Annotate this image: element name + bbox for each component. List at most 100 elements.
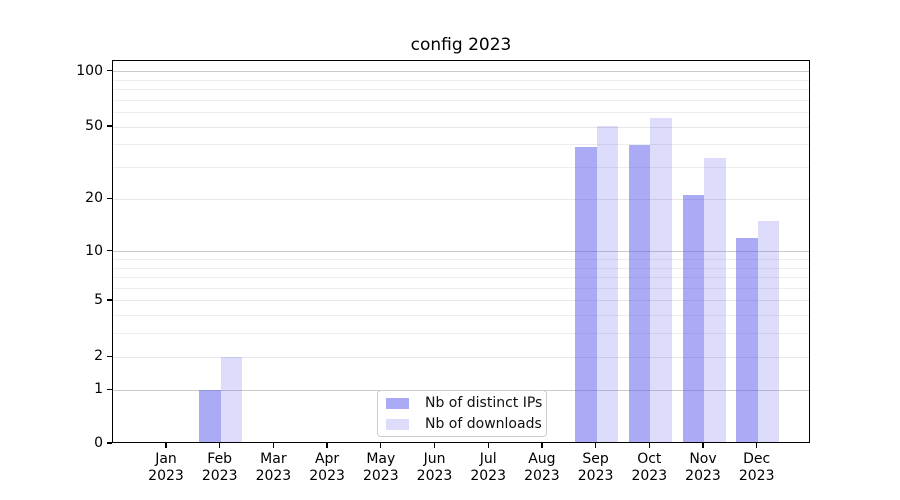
minor-gridline-80 [113, 89, 809, 91]
x-tick-year: 2023 [524, 468, 560, 484]
bar-downloads-feb [220, 357, 243, 442]
bar-distinct-ips-oct [628, 144, 651, 442]
minor-gridline-70 [113, 99, 809, 101]
y-tick-mark-50 [107, 125, 112, 127]
x-tick-month: Feb [207, 451, 233, 467]
x-tick-month: Mar [260, 451, 287, 467]
x-tick-year: 2023 [685, 468, 721, 484]
plot-area [112, 60, 810, 443]
legend-label-distinct-ips: Nb of distinct IPs [425, 395, 543, 411]
minor-gridline-2 [113, 356, 809, 358]
x-tick-mark-nov [702, 443, 704, 448]
x-tick-mark-oct [648, 443, 650, 448]
x-tick-month: May [366, 451, 396, 467]
legend-swatch-distinct-ips [386, 397, 409, 409]
x-tick-year: 2023 [738, 468, 775, 484]
minor-gridline-5 [113, 300, 809, 302]
x-tick-year: 2023 [201, 468, 238, 484]
minor-gridline-7 [113, 277, 809, 279]
x-tick-month: Nov [689, 451, 717, 467]
x-tick-year: 2023 [577, 468, 614, 484]
x-tick-month: Jul [479, 451, 497, 467]
legend-item-distinct-ips: Nb of distinct IPs [386, 395, 542, 411]
x-tick-month: Apr [314, 451, 340, 467]
minor-gridline-60 [113, 112, 809, 114]
bar-distinct-ips-nov [682, 195, 704, 442]
x-tick-month: Aug [528, 451, 556, 467]
y-tick-label-10: 10 [85, 242, 103, 259]
y-tick-mark-100 [107, 69, 112, 72]
bar-downloads-sep [596, 125, 619, 442]
x-tick-month: Jan [155, 451, 177, 467]
x-tick-year: 2023 [631, 468, 668, 484]
x-tick-mark-dec [756, 443, 758, 448]
x-tick-label-nov: Nov 2023 [675, 451, 731, 485]
minor-gridline-4 [113, 315, 809, 317]
x-tick-mark-sep [594, 443, 597, 448]
x-tick-year: 2023 [416, 468, 453, 484]
x-tick-mark-apr [326, 443, 328, 448]
x-tick-mark-jul [487, 443, 489, 448]
minor-gridline-3 [113, 333, 809, 335]
x-tick-month: Oct [637, 451, 662, 467]
x-tick-label-jun: Jun 2023 [407, 451, 463, 485]
bar-downloads-oct [650, 118, 672, 442]
bar-distinct-ips-dec [736, 238, 758, 442]
x-tick-label-jul: Jul 2023 [460, 451, 516, 485]
x-tick-label-mar: Mar 2023 [245, 451, 301, 485]
minor-gridline-20 [113, 198, 809, 200]
legend: Nb of distinct IPs Nb of downloads [377, 390, 547, 437]
x-tick-mark-aug [541, 443, 543, 448]
minor-gridline-6 [113, 287, 809, 289]
minor-gridline-30 [113, 167, 809, 169]
y-tick-label-2: 2 [94, 348, 103, 365]
bar-distinct-ips-feb [199, 390, 221, 442]
y-tick-label-5: 5 [94, 291, 103, 308]
minor-gridline-8 [113, 267, 809, 269]
y-tick-label-20: 20 [85, 190, 103, 207]
x-tick-month: Sep [582, 451, 609, 467]
major-gridline-100 [113, 71, 809, 73]
y-tick-label-50: 50 [85, 118, 103, 135]
bar-distinct-ips-sep [575, 146, 597, 442]
x-tick-year: 2023 [362, 468, 399, 484]
minor-gridline-40 [113, 144, 809, 146]
x-tick-label-dec: Dec 2023 [729, 451, 785, 485]
x-tick-year: 2023 [148, 468, 184, 484]
y-tick-mark-2 [107, 355, 112, 357]
y-tick-mark-20 [107, 197, 112, 199]
x-tick-month: Jun [423, 451, 446, 467]
y-tick-mark-1 [107, 388, 112, 390]
y-tick-mark-5 [107, 299, 112, 301]
y-tick-label-1: 1 [94, 381, 103, 398]
x-tick-label-apr: Apr 2023 [299, 451, 355, 485]
legend-swatch-downloads [386, 418, 409, 430]
x-tick-mark-mar [272, 443, 275, 448]
major-gridline-10 [113, 251, 809, 253]
y-tick-mark-0 [107, 442, 112, 444]
minor-gridline-50 [113, 126, 809, 128]
x-tick-label-jan: Jan 2023 [138, 451, 194, 485]
x-tick-mark-jan [165, 443, 167, 448]
minor-gridline-9 [113, 259, 809, 260]
x-tick-year: 2023 [309, 468, 345, 484]
minor-gridline-90 [113, 79, 809, 81]
x-tick-label-oct: Oct 2023 [621, 451, 677, 485]
x-tick-mark-may [380, 443, 382, 448]
x-tick-label-may: May 2023 [353, 451, 409, 485]
x-tick-label-feb: Feb 2023 [192, 451, 248, 485]
legend-item-downloads: Nb of downloads [386, 416, 542, 432]
legend-label-downloads: Nb of downloads [425, 416, 542, 432]
chart-title: config 2023 [410, 35, 512, 55]
x-tick-mark-feb [219, 443, 221, 448]
x-tick-year: 2023 [470, 468, 506, 484]
y-tick-label-100: 100 [76, 62, 103, 79]
x-tick-year: 2023 [255, 468, 292, 484]
bar-downloads-nov [704, 157, 726, 442]
x-tick-label-sep: Sep 2023 [568, 451, 624, 485]
x-tick-mark-jun [433, 443, 436, 448]
y-tick-label-0: 0 [94, 435, 103, 451]
x-tick-label-aug: Aug 2023 [514, 451, 570, 485]
x-tick-month: Dec [743, 451, 771, 467]
